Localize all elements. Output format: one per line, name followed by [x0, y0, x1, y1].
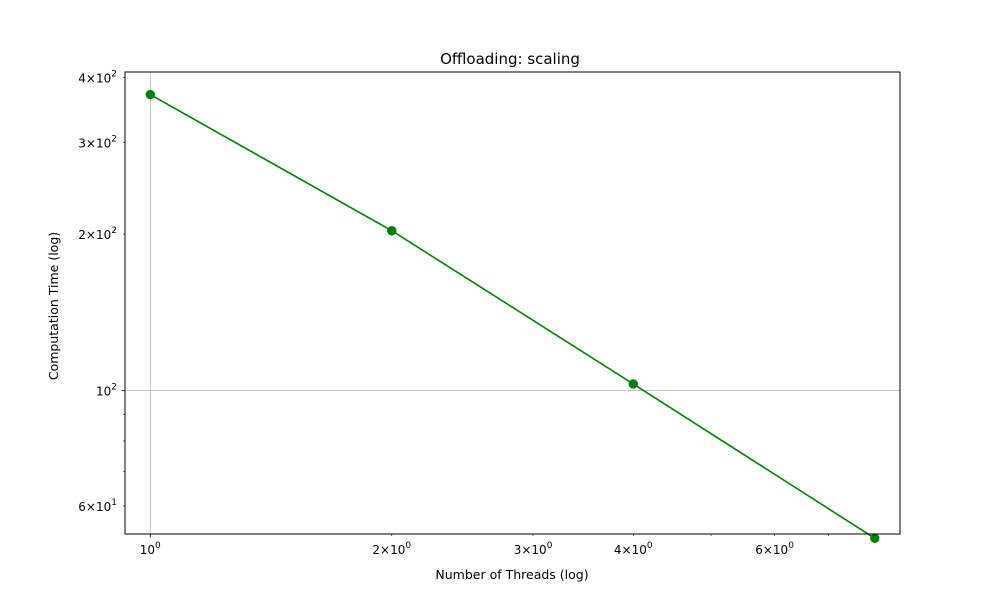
y-tick-label: 4×102	[78, 70, 117, 86]
x-tick-label: 2×100	[372, 541, 411, 557]
plot-frame	[124, 71, 901, 535]
series-layer	[145, 89, 880, 544]
data-point	[387, 226, 397, 236]
data-point	[628, 379, 638, 389]
x-tick-label: 100	[140, 541, 161, 557]
y-tick-label: 3×102	[78, 135, 117, 151]
data-point	[145, 89, 155, 100]
x-axis-label: Number of Threads (log)	[435, 567, 588, 582]
y-axis-label: Computation Time (log)	[46, 232, 61, 380]
x-tick-label: 3×100	[514, 541, 553, 557]
y-tick-label: 2×102	[78, 226, 117, 242]
y-tick-label: 6×101	[78, 498, 117, 514]
grid	[125, 72, 900, 534]
x-tick-label: 4×100	[614, 541, 653, 557]
ticks: 100 2×100 3×100 4×100 6×100 102 6×101 2×102 3×10…	[78, 70, 876, 557]
chart-title: Offloading: scaling	[440, 50, 580, 68]
series-line	[149, 93, 876, 539]
x-tick-label: 6×100	[755, 541, 794, 557]
y-tick-label: 102	[96, 383, 117, 399]
